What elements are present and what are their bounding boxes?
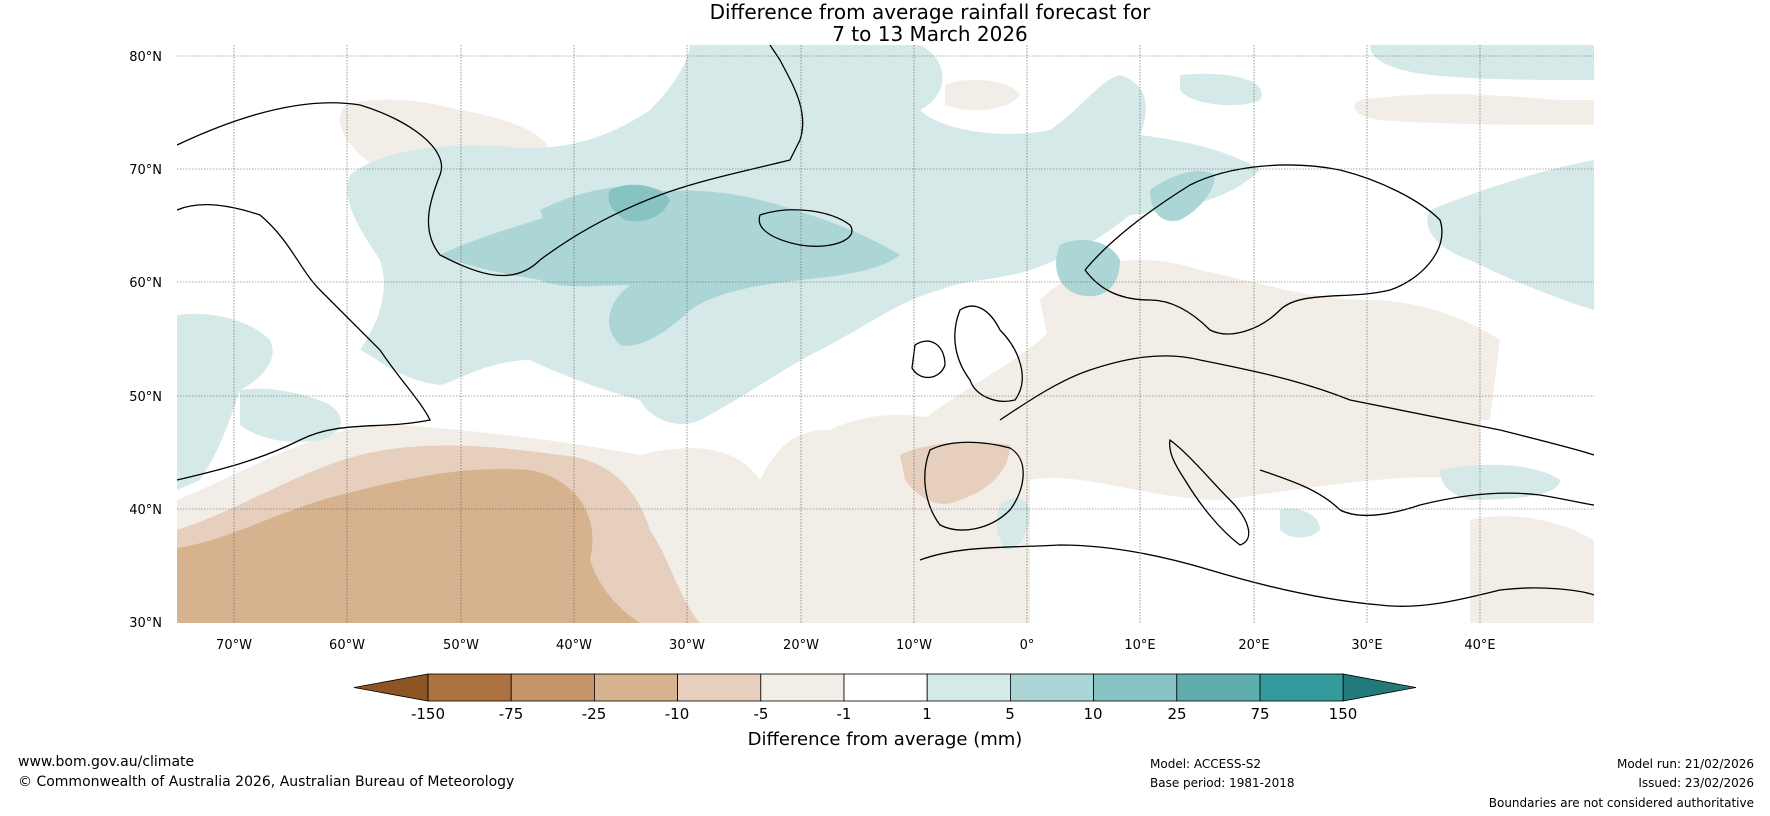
footer-issued: Issued: 23/02/2026 bbox=[1638, 776, 1754, 790]
footer-model-run: Model run: 21/02/2026 bbox=[1616, 757, 1754, 771]
coastlines bbox=[177, 45, 1594, 607]
lon-label: 70°W bbox=[216, 638, 252, 653]
lon-label: 10°E bbox=[1124, 638, 1155, 653]
lon-label: 10°W bbox=[896, 638, 932, 653]
anomaly-plus-5-region-norway-coast bbox=[1150, 170, 1215, 221]
coastline-ireland bbox=[911, 340, 946, 379]
lat-label: 40°N bbox=[129, 503, 162, 518]
colorbar-tick-label: 5 bbox=[1005, 705, 1015, 723]
anomaly-minus-10-region-atlantic bbox=[177, 469, 640, 623]
colorbar-bin bbox=[594, 673, 679, 702]
colorbar-tick-label: -25 bbox=[582, 705, 607, 723]
anomaly-plus-1-region-labrador bbox=[240, 388, 341, 442]
lon-label: 50°W bbox=[443, 638, 479, 653]
graticule bbox=[177, 45, 1594, 623]
colorbar-tick-label: -75 bbox=[499, 705, 524, 723]
colorbar-label: Difference from average (mm) bbox=[748, 729, 1023, 750]
coastline-europe-mainland bbox=[999, 355, 1594, 456]
footer-model: Model: ACCESS-S2 bbox=[1150, 757, 1262, 771]
colorbar-under-arrow bbox=[353, 673, 429, 702]
anomaly-minus-1-region-east-med bbox=[1470, 516, 1594, 623]
anomaly-plus-1-region-west bbox=[177, 313, 273, 490]
colorbar-ticks: -150 -75 -25 -10 -5 -1 1 5 10 25 75 150 bbox=[411, 705, 1357, 723]
colorbar-tick-label: -150 bbox=[411, 705, 445, 723]
anomaly-minus-1-region-arctic bbox=[945, 79, 1020, 111]
colorbar-bin bbox=[843, 673, 928, 702]
map-title-line-2: 7 to 13 March 2026 bbox=[832, 22, 1028, 46]
colorbar-tick-label: 25 bbox=[1167, 705, 1186, 723]
colorbar-bins bbox=[353, 673, 1417, 702]
colorbar-bin bbox=[926, 673, 1011, 702]
coastline-north-africa bbox=[919, 544, 1594, 607]
lat-label: 60°N bbox=[129, 276, 162, 291]
colorbar-tick-label: 75 bbox=[1250, 705, 1269, 723]
colorbar-bin bbox=[760, 673, 845, 702]
coastline-britain bbox=[954, 305, 1023, 402]
lon-label: 20°E bbox=[1238, 638, 1269, 653]
anomaly-plus-1-region-arctic-east bbox=[1370, 45, 1594, 80]
colorbar-over-arrow bbox=[1342, 673, 1417, 702]
longitude-labels: 70°W 60°W 50°W 40°W 30°W 20°W 10°W 0° 10… bbox=[216, 638, 1496, 653]
colorbar-bin bbox=[510, 673, 595, 702]
anomaly-plus-1-region-russia bbox=[1427, 160, 1594, 310]
lat-label: 30°N bbox=[129, 616, 162, 631]
anomaly-minus-1-region-barents bbox=[1354, 94, 1594, 125]
colorbar: -150 -75 -25 -10 -5 -1 1 5 10 25 75 150 … bbox=[353, 673, 1417, 750]
footer-disclaimer: Boundaries are not considered authoritat… bbox=[1488, 796, 1754, 810]
coastline-iberia bbox=[924, 441, 1024, 531]
coastline-canada bbox=[177, 203, 431, 481]
anomaly-minus-1-region-europe bbox=[1040, 260, 1500, 433]
colorbar-tick-label: 150 bbox=[1329, 705, 1358, 723]
footer-url: www.bom.gov.au/climate bbox=[18, 754, 195, 770]
coastline-scandinavia bbox=[1084, 164, 1443, 335]
colorbar-bin bbox=[1010, 673, 1095, 702]
colorbar-tick-label: -10 bbox=[665, 705, 690, 723]
footer-base-period: Base period: 1981-2018 bbox=[1150, 776, 1295, 790]
coastline-balkans-turkey bbox=[1259, 469, 1594, 517]
colorbar-bin bbox=[1176, 673, 1261, 702]
anomaly-plus-1-region-greece bbox=[1280, 508, 1320, 538]
lon-label: 0° bbox=[1020, 638, 1035, 653]
colorbar-tick-label: 1 bbox=[922, 705, 932, 723]
lat-label: 50°N bbox=[129, 390, 162, 405]
map-area bbox=[177, 45, 1594, 623]
colorbar-bin bbox=[677, 673, 762, 702]
coastline-italy bbox=[1169, 438, 1250, 546]
lon-label: 60°W bbox=[329, 638, 365, 653]
lon-label: 30°E bbox=[1351, 638, 1382, 653]
map-title-line-1: Difference from average rainfall forecas… bbox=[710, 0, 1152, 24]
lon-label: 20°W bbox=[783, 638, 819, 653]
lat-label: 70°N bbox=[129, 163, 162, 178]
latitude-labels: 80°N 70°N 60°N 50°N 40°N 30°N bbox=[129, 50, 162, 631]
lon-label: 40°W bbox=[556, 638, 592, 653]
anomaly-plus-1-region-sardinia bbox=[996, 498, 1030, 550]
lon-label: 30°W bbox=[669, 638, 705, 653]
colorbar-tick-label: 10 bbox=[1083, 705, 1102, 723]
lon-label: 40°E bbox=[1464, 638, 1495, 653]
colorbar-bin bbox=[1259, 673, 1344, 702]
footer-copyright: © Commonwealth of Australia 2026, Austra… bbox=[18, 774, 515, 790]
coastline-greenland bbox=[177, 45, 804, 277]
anomaly-plus-1-region-turkey bbox=[1440, 464, 1560, 500]
coastline-iceland bbox=[758, 209, 853, 247]
colorbar-bin bbox=[427, 673, 512, 702]
colorbar-tick-label: -5 bbox=[754, 705, 769, 723]
colorbar-tick-label: -1 bbox=[837, 705, 852, 723]
lat-label: 80°N bbox=[129, 50, 162, 65]
anomaly-plus-1-region-svalbard bbox=[1180, 73, 1262, 106]
colorbar-bin bbox=[1093, 673, 1178, 702]
